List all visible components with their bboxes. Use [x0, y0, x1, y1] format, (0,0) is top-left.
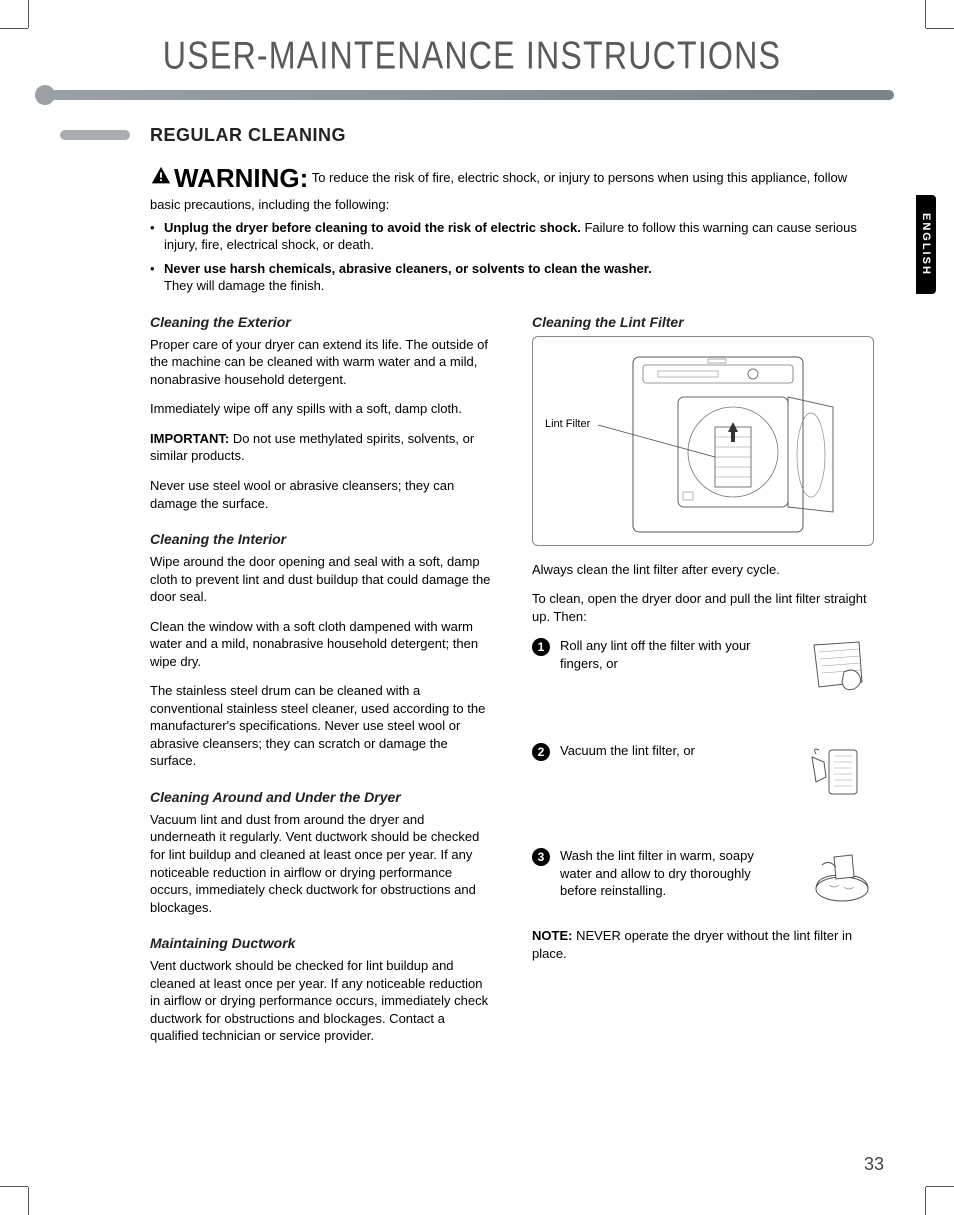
exterior-p3-bold: IMPORTANT: [150, 431, 229, 446]
interior-p1: Wipe around the door opening and seal wi… [150, 553, 492, 606]
lint-note: NOTE: NEVER operate the dryer without th… [532, 927, 874, 962]
step-3-icon [804, 847, 874, 907]
heading-lint: Cleaning the Lint Filter [532, 313, 874, 332]
step-2-badge: 2 [532, 743, 550, 761]
warning-icon [150, 165, 172, 192]
lint-note-bold: NOTE: [532, 928, 572, 943]
warning-bullet-2-rest: They will damage the finish. [164, 278, 324, 293]
warning-bullet-1: Unplug the dryer before cleaning to avoi… [150, 219, 874, 254]
heading-interior: Cleaning the Interior [150, 530, 492, 549]
lint-note-rest: NEVER operate the dryer without the lint… [532, 928, 852, 961]
title-divider [50, 90, 894, 100]
warning-label: WARNING: [174, 163, 308, 193]
lint-p1: Always clean the lint filter after every… [532, 561, 874, 579]
exterior-p3: IMPORTANT: Do not use methylated spirits… [150, 430, 492, 465]
main-title: USER-MAINTENANCE INSTRUCTIONS [0, 34, 954, 79]
step-1-badge: 1 [532, 638, 550, 656]
exterior-p1: Proper care of your dryer can extend its… [150, 336, 492, 389]
warning-block: WARNING: To reduce the risk of fire, ele… [150, 161, 874, 295]
step-2-icon [804, 742, 874, 802]
warning-bullet-1-bold: Unplug the dryer before cleaning to avoi… [164, 220, 581, 235]
warning-bullet-2-bold: Never use harsh chemicals, abrasive clea… [164, 261, 652, 276]
heading-exterior: Cleaning the Exterior [150, 313, 492, 332]
right-column: Cleaning the Lint Filter Lint Filter [532, 313, 874, 1057]
interior-p2: Clean the window with a soft cloth dampe… [150, 618, 492, 671]
around-p1: Vacuum lint and dust from around the dry… [150, 811, 492, 916]
interior-p3: The stainless steel drum can be cleaned … [150, 682, 492, 770]
step-1: 1 Roll any lint off the filter with your… [532, 637, 874, 697]
warning-bullet-2: Never use harsh chemicals, abrasive clea… [150, 260, 874, 295]
section-pill [60, 130, 130, 140]
language-tab: ENGLISH [916, 195, 936, 294]
lint-p2: To clean, open the dryer door and pull t… [532, 590, 874, 625]
exterior-p2: Immediately wipe off any spills with a s… [150, 400, 492, 418]
page-number: 33 [864, 1154, 884, 1175]
step-2-text: Vacuum the lint filter, or [560, 742, 794, 760]
section-title: REGULAR CLEANING [150, 125, 894, 146]
step-1-text: Roll any lint off the filter with your f… [560, 637, 794, 672]
ductwork-p1: Vent ductwork should be checked for lint… [150, 957, 492, 1045]
step-3: 3 Wash the lint filter in warm, soapy wa… [532, 847, 874, 907]
step-1-icon [804, 637, 874, 697]
heading-around: Cleaning Around and Under the Dryer [150, 788, 492, 807]
step-2: 2 Vacuum the lint filter, or [532, 742, 874, 802]
lint-filter-diagram: Lint Filter [532, 336, 874, 546]
exterior-p4: Never use steel wool or abrasive cleanse… [150, 477, 492, 512]
left-column: Cleaning the Exterior Proper care of you… [150, 313, 492, 1057]
heading-ductwork: Maintaining Ductwork [150, 934, 492, 953]
step-3-badge: 3 [532, 848, 550, 866]
step-3-text: Wash the lint filter in warm, soapy wate… [560, 847, 794, 900]
